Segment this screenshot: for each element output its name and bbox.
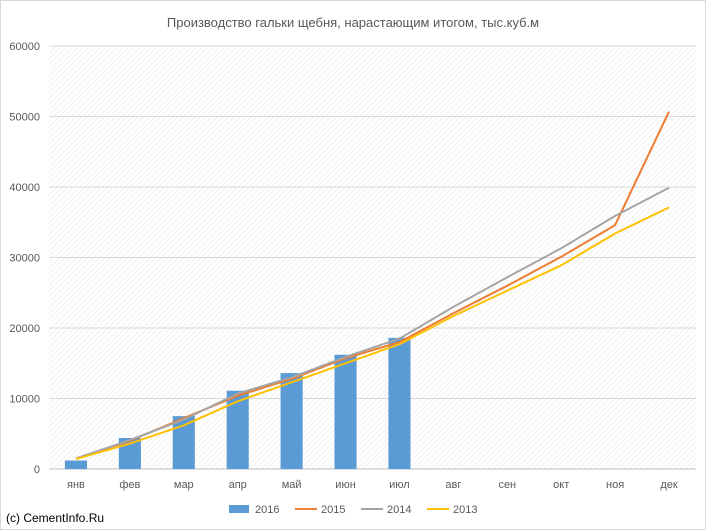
chart-title: Производство гальки щебня, нарастающим и… <box>167 15 539 30</box>
x-tick-label: авг <box>445 479 461 491</box>
y-tick-label: 60000 <box>9 41 40 53</box>
x-tick-label: май <box>282 479 302 491</box>
x-tick-label: янв <box>67 479 85 491</box>
x-tick-label: сен <box>498 479 516 491</box>
y-tick-label: 30000 <box>9 253 40 265</box>
y-tick-label: 40000 <box>9 182 40 194</box>
bar-2016 <box>172 416 195 469</box>
x-tick-label: июл <box>389 479 410 491</box>
bar-2016 <box>280 373 303 469</box>
bar-2016 <box>226 390 249 469</box>
y-tick-label: 50000 <box>9 112 40 124</box>
bar-2016 <box>334 354 357 469</box>
bar-2016 <box>388 337 411 469</box>
y-tick-label: 10000 <box>9 394 40 406</box>
legend-label-2015: 2015 <box>321 504 345 516</box>
legend-label-2016: 2016 <box>255 504 279 516</box>
x-tick-label: ноя <box>606 479 624 491</box>
y-tick-label: 0 <box>34 464 40 476</box>
x-tick-label: апр <box>229 479 247 491</box>
plot-area: 0 10000 20000 30000 40000 50000 60000 янв фев мар… <box>9 41 696 491</box>
series-line-2014 <box>75 186 670 460</box>
bar-2016 <box>64 460 88 469</box>
legend: 2016 2015 2014 2013 <box>229 504 477 516</box>
legend-label-2013: 2013 <box>453 504 477 516</box>
legend-swatch-2016 <box>229 505 249 513</box>
x-tick-label: дек <box>660 479 678 491</box>
series-line-2013 <box>75 206 670 461</box>
credit-text: (c) CementInfo.Ru <box>6 511 104 525</box>
x-tick-label: окт <box>553 479 569 491</box>
x-tick-label: фев <box>119 479 140 491</box>
x-tick-label: июн <box>335 479 355 491</box>
x-tick-label: мар <box>174 479 194 491</box>
legend-label-2014: 2014 <box>387 504 411 516</box>
y-tick-label: 20000 <box>9 323 40 335</box>
